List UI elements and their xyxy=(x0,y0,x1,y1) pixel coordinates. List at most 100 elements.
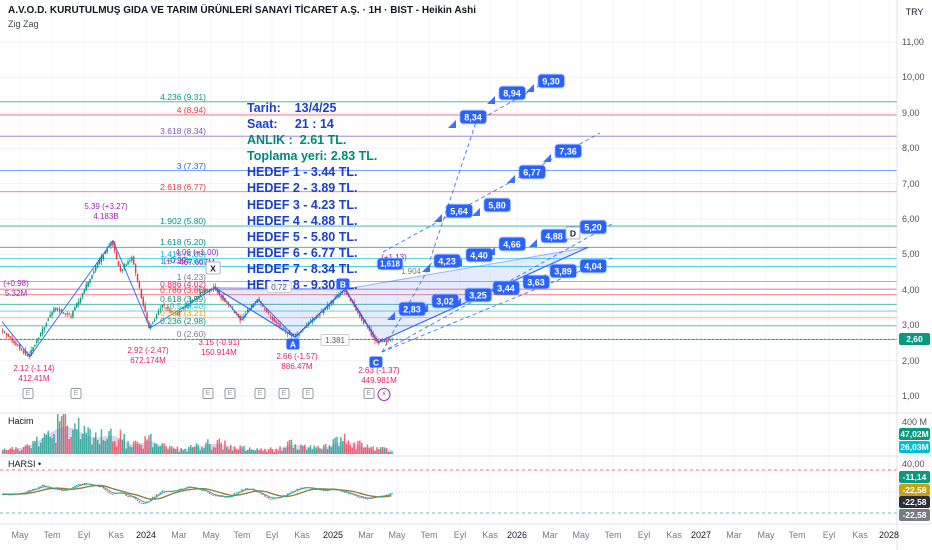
price-axis-label: 3,00 xyxy=(902,320,920,331)
info-line: HEDEF 3 - 4.23 TL. xyxy=(247,197,358,212)
time-axis-label: 2027 xyxy=(690,530,712,540)
fib-level-label: 0.382 (3.21) xyxy=(160,307,206,318)
time-axis-label: Mar xyxy=(542,530,558,540)
fib-level-label: 0.236 (2.98) xyxy=(160,315,206,326)
target-price-box[interactable]: 8,94 xyxy=(499,86,525,100)
earnings-marker[interactable]: E xyxy=(224,388,236,399)
price-axis-label: 10,00 xyxy=(902,72,925,83)
fib-level-label: 0.618 (3.59) xyxy=(160,294,206,305)
event-marker[interactable]: ⚡ xyxy=(377,388,391,401)
earnings-marker[interactable]: E xyxy=(363,388,375,399)
earnings-marker[interactable]: E xyxy=(278,388,290,399)
swing-label: 4.06 (+1.00) 467.607M xyxy=(175,248,219,267)
swing-label: 3.15 (-0.91) 150.914M xyxy=(198,338,240,357)
info-line: HEDEF 7 - 8.34 TL. xyxy=(247,261,358,276)
target-price-box[interactable]: 4,66 xyxy=(499,237,525,251)
earnings-marker[interactable]: E xyxy=(254,388,266,399)
swing-label: 1.904 xyxy=(400,267,422,276)
harsi-badge: -22,58 xyxy=(899,508,930,521)
target-price-box[interactable]: 8,34 xyxy=(460,110,486,124)
pattern-point-label[interactable]: C xyxy=(369,356,383,368)
earnings-marker[interactable]: E xyxy=(70,388,82,399)
info-line: HEDEF 2 - 3.89 TL. xyxy=(247,181,358,196)
pattern-point-label[interactable]: D xyxy=(565,226,581,240)
harsi-badge: -11,14 xyxy=(899,471,930,483)
pattern-point-label[interactable]: 0.72 xyxy=(266,281,292,293)
fib-level-label: 4.236 (9.31) xyxy=(160,91,206,102)
info-line: Saat: 21 : 14 xyxy=(247,117,334,132)
info-line: Tarih: 13/4/25 xyxy=(247,101,337,115)
info-line: HEDEF 4 - 4.88 TL. xyxy=(247,213,358,228)
target-price-box[interactable]: 4,88 xyxy=(541,229,567,243)
target-price-box[interactable]: 4,04 xyxy=(580,259,606,273)
time-axis-label: Tem xyxy=(788,530,806,540)
time-axis-label: Kas xyxy=(666,530,682,540)
fib-level-label: 3 (7.37) xyxy=(176,160,206,171)
time-axis-label: 2026 xyxy=(506,530,528,540)
target-price-box[interactable]: 5,20 xyxy=(580,220,606,234)
fib-level-label: 1.414 (4.88) xyxy=(160,248,206,259)
time-axis-label: Eyl xyxy=(77,530,91,540)
target-price-box[interactable]: 3,63 xyxy=(523,275,549,289)
target-price-box[interactable]: 3,25 xyxy=(465,288,491,302)
annotation-text-block[interactable]: Tarih: 13/4/25 Saat: 21 : 14 ANLIK : 2.61 … xyxy=(247,100,377,293)
swing-label: 5.39 (+3.27) 4.183B xyxy=(84,202,128,221)
target-price-box[interactable]: 3,44 xyxy=(493,281,519,295)
time-axis-label: Tem xyxy=(420,530,438,540)
fib-level-label: 0.786 (3.86) xyxy=(160,284,206,295)
current-price-badge: 2,60 xyxy=(899,332,930,345)
earnings-marker[interactable]: E xyxy=(202,388,214,399)
time-axis-label: May xyxy=(11,530,29,540)
target-price-box[interactable]: 5,64 xyxy=(446,204,472,218)
price-axis-label: 8,00 xyxy=(902,143,920,154)
price-axis-label: 1,00 xyxy=(902,391,920,401)
target-price-box[interactable]: 6,77 xyxy=(519,165,545,179)
time-axis-label: May xyxy=(572,530,590,540)
target-price-box[interactable]: 1,618 xyxy=(377,258,403,270)
time-axis-label: Kas xyxy=(108,530,124,540)
harsi-axis-label: 40,00 xyxy=(902,459,925,469)
symbol-title[interactable]: A.V.O.D. KURUTULMUŞ GIDA VE TARIM ÜRÜNLE… xyxy=(8,5,476,16)
fib-level-label: 0.5 (3.40) xyxy=(169,301,206,312)
price-axis-label: 4,00 xyxy=(902,284,920,295)
time-axis-label: May xyxy=(757,530,775,540)
target-price-box[interactable]: 3,89 xyxy=(550,264,576,278)
time-axis-label: Eyl xyxy=(637,530,651,540)
fib-level-label: 0.886 (4.02) xyxy=(160,279,206,290)
pattern-point-label[interactable]: 1.381 xyxy=(320,334,350,346)
info-line: Toplama yeri: 2.83 TL. xyxy=(247,149,378,164)
target-price-box[interactable]: 9,30 xyxy=(538,74,564,88)
time-axis-label: Tem xyxy=(43,530,61,540)
harsi-badge: -22,58 xyxy=(899,483,930,496)
fib-level-label: 1.902 (5.80) xyxy=(160,216,206,227)
target-price-box[interactable]: 2,83 xyxy=(399,302,425,316)
price-axis-label: 7,00 xyxy=(902,178,920,189)
swing-label: 2.66 (-1.57) 886.47M xyxy=(276,352,318,371)
time-axis-label: Eyl xyxy=(822,530,836,540)
time-axis-label: Mar xyxy=(358,530,374,540)
pattern-point-label[interactable]: B xyxy=(336,278,350,290)
indicator-label[interactable]: Zig Zag xyxy=(8,19,39,29)
time-axis-label: Eyl xyxy=(453,530,467,540)
pattern-point-label[interactable]: X xyxy=(205,261,221,275)
harsi-pane-label[interactable]: HARSI • xyxy=(8,459,42,469)
swing-label: 2.92 (-2.47) 672.174M xyxy=(127,346,169,365)
price-axis-label: 5,00 xyxy=(902,249,920,260)
swing-label: (+0.99) xyxy=(163,256,189,265)
volume-badge: 47,02M xyxy=(899,428,930,440)
target-price-box[interactable]: 5,80 xyxy=(484,198,510,212)
target-price-box[interactable]: 4,40 xyxy=(466,248,492,262)
pattern-point-label[interactable]: A xyxy=(286,338,300,350)
target-price-box[interactable]: 3,02 xyxy=(432,294,458,308)
time-axis-label: Kas xyxy=(852,530,868,540)
target-price-box[interactable]: 4,23 xyxy=(434,254,460,268)
earnings-marker[interactable]: E xyxy=(22,388,34,399)
target-price-box[interactable]: 7,36 xyxy=(555,144,581,158)
time-axis-label: May xyxy=(202,530,220,540)
fib-level-label: 3.618 (8.34) xyxy=(160,126,206,137)
volume-pane-label[interactable]: Hacim xyxy=(8,416,34,426)
earnings-marker[interactable]: E xyxy=(302,388,314,399)
info-line: HEDEF 5 - 5.80 TL. xyxy=(247,229,358,244)
fib-level-label: 2.618 (6.77) xyxy=(160,181,206,192)
